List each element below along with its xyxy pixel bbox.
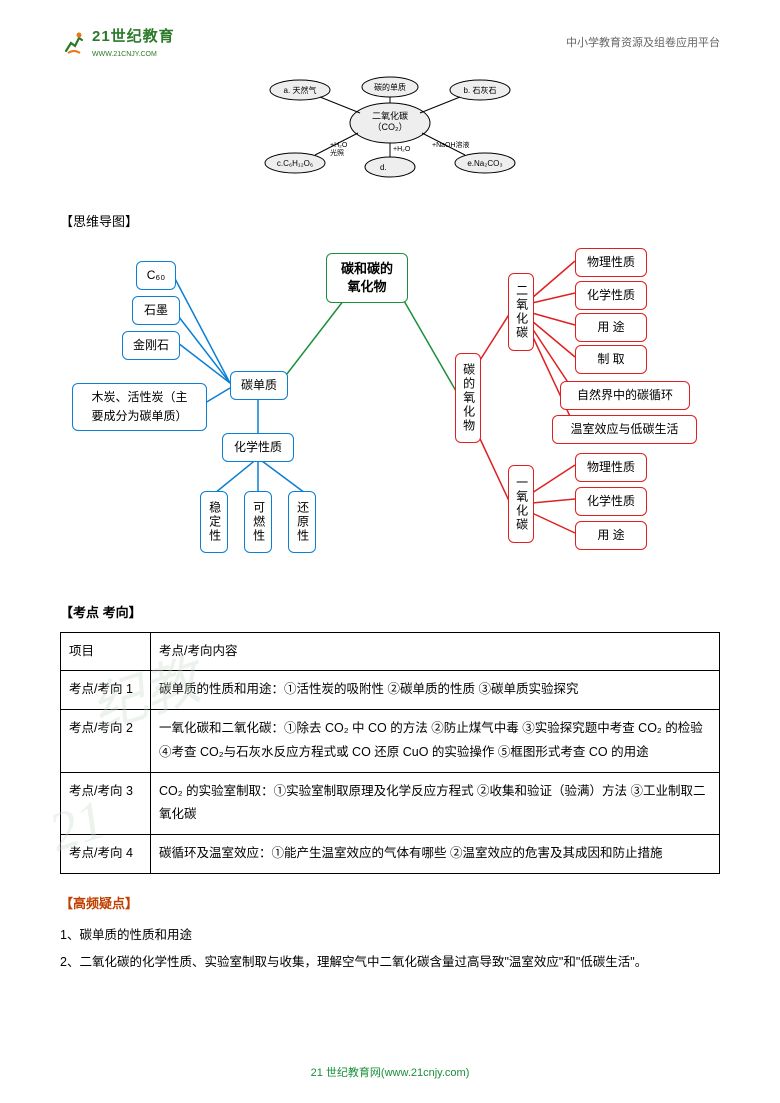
table-row: 项目考点/考向内容: [61, 632, 720, 671]
mm-co: 一氧化碳: [508, 465, 534, 543]
td-right-edge: +NaOH溶液: [432, 140, 470, 149]
runner-icon: [60, 29, 88, 57]
exam-heading: 【考点 考向】: [60, 603, 720, 624]
td-a: a. 天然气: [284, 85, 317, 95]
mm-title: 碳和碳的 氧化物: [326, 253, 408, 303]
td-top: 碳的单质: [374, 82, 406, 92]
td-center-2: （CO₂）: [373, 122, 408, 132]
mm-r-yongtu: 用 途: [575, 313, 647, 342]
td-d: d.: [380, 163, 387, 172]
table-row: 考点/考向 2一氧化碳和二氧化碳：①除去 CO₂ 中 CO 的方法 ②防止煤气中…: [61, 710, 720, 773]
header-caption: 中小学教育资源及组卷应用平台: [566, 35, 720, 53]
mm-r-wenshi: 温室效应与低碳生活: [552, 415, 697, 444]
mm-huaxue-left: 化学性质: [222, 433, 294, 462]
mm-oxides: 碳的氧化物: [455, 353, 481, 443]
td-b: b. 石灰石: [464, 85, 497, 95]
td-center-1: 二氧化碳: [372, 110, 408, 121]
logo: 21世纪教育 WWW.21CNJY.COM: [60, 25, 175, 60]
mm-r-huaxue: 化学性质: [575, 281, 647, 310]
mm-r-wuli: 物理性质: [575, 248, 647, 277]
mm-shimo: 石墨: [132, 296, 180, 325]
mm-r-zhiqu: 制 取: [575, 345, 647, 374]
table-row: 考点/考向 3CO₂ 的实验室制取：①实验室制取原理及化学反应方程式 ②收集和验…: [61, 772, 720, 835]
td-left-edge: +H₂O: [330, 142, 348, 149]
mm-keran: 可燃性: [244, 491, 272, 553]
mm-huanyuan: 还原性: [288, 491, 316, 553]
td-mid-edge: +H₂O: [393, 146, 411, 153]
footer: 21 世纪教育网(www.21cnjy.com): [0, 1065, 780, 1083]
table-row: 考点/考向 1碳单质的性质和用途：①活性炭的吸附性 ②碳单质的性质 ③碳单质实验…: [61, 671, 720, 710]
mindmap-label: 【思维导图】: [60, 212, 720, 233]
hfq-item-2: 2、二氧化碳的化学性质、实验室制取与收集，理解空气中二氧化碳含量过高导致"温室效…: [60, 950, 720, 975]
mm-r-ziran: 自然界中的碳循环: [560, 381, 690, 410]
mm-co-wuli: 物理性质: [575, 453, 647, 482]
logo-main: 21世纪教育: [92, 25, 175, 49]
hfq-item-1: 1、碳单质的性质和用途: [60, 923, 720, 948]
mm-co-huaxue: 化学性质: [575, 487, 647, 516]
td-c: c.C₆H₁₂O₆: [277, 159, 313, 168]
top-diagram: 二氧化碳 （CO₂） a. 天然气 碳的单质 b. 石灰石 c.C₆H₁₂O₆ …: [60, 75, 720, 192]
mm-c60: C₆₀: [136, 261, 176, 290]
mm-mutan: 木炭、活性炭（主 要成分为碳单质）: [72, 383, 207, 431]
hfq-title: 【高频疑点】: [60, 894, 720, 915]
mm-co-yongtu: 用 途: [575, 521, 647, 550]
mindmap: 碳和碳的 氧化物 C₆₀ 石墨 金刚石 木炭、活性炭（主 要成分为碳单质） 碳单…: [60, 243, 720, 583]
svg-text:光照: 光照: [330, 148, 344, 157]
mm-co2: 二氧化碳: [508, 273, 534, 351]
mm-jingang: 金刚石: [122, 331, 180, 360]
mm-wending: 稳定性: [200, 491, 228, 553]
logo-sub: WWW.21CNJY.COM: [92, 49, 175, 60]
td-e: e.Na₂CO₃: [467, 159, 502, 168]
exam-table: 项目考点/考向内容 考点/考向 1碳单质的性质和用途：①活性炭的吸附性 ②碳单质…: [60, 632, 720, 874]
table-row: 考点/考向 4碳循环及温室效应：①能产生温室效应的气体有哪些 ②温室效应的危害及…: [61, 835, 720, 874]
mm-tandzhi: 碳单质: [230, 371, 288, 400]
